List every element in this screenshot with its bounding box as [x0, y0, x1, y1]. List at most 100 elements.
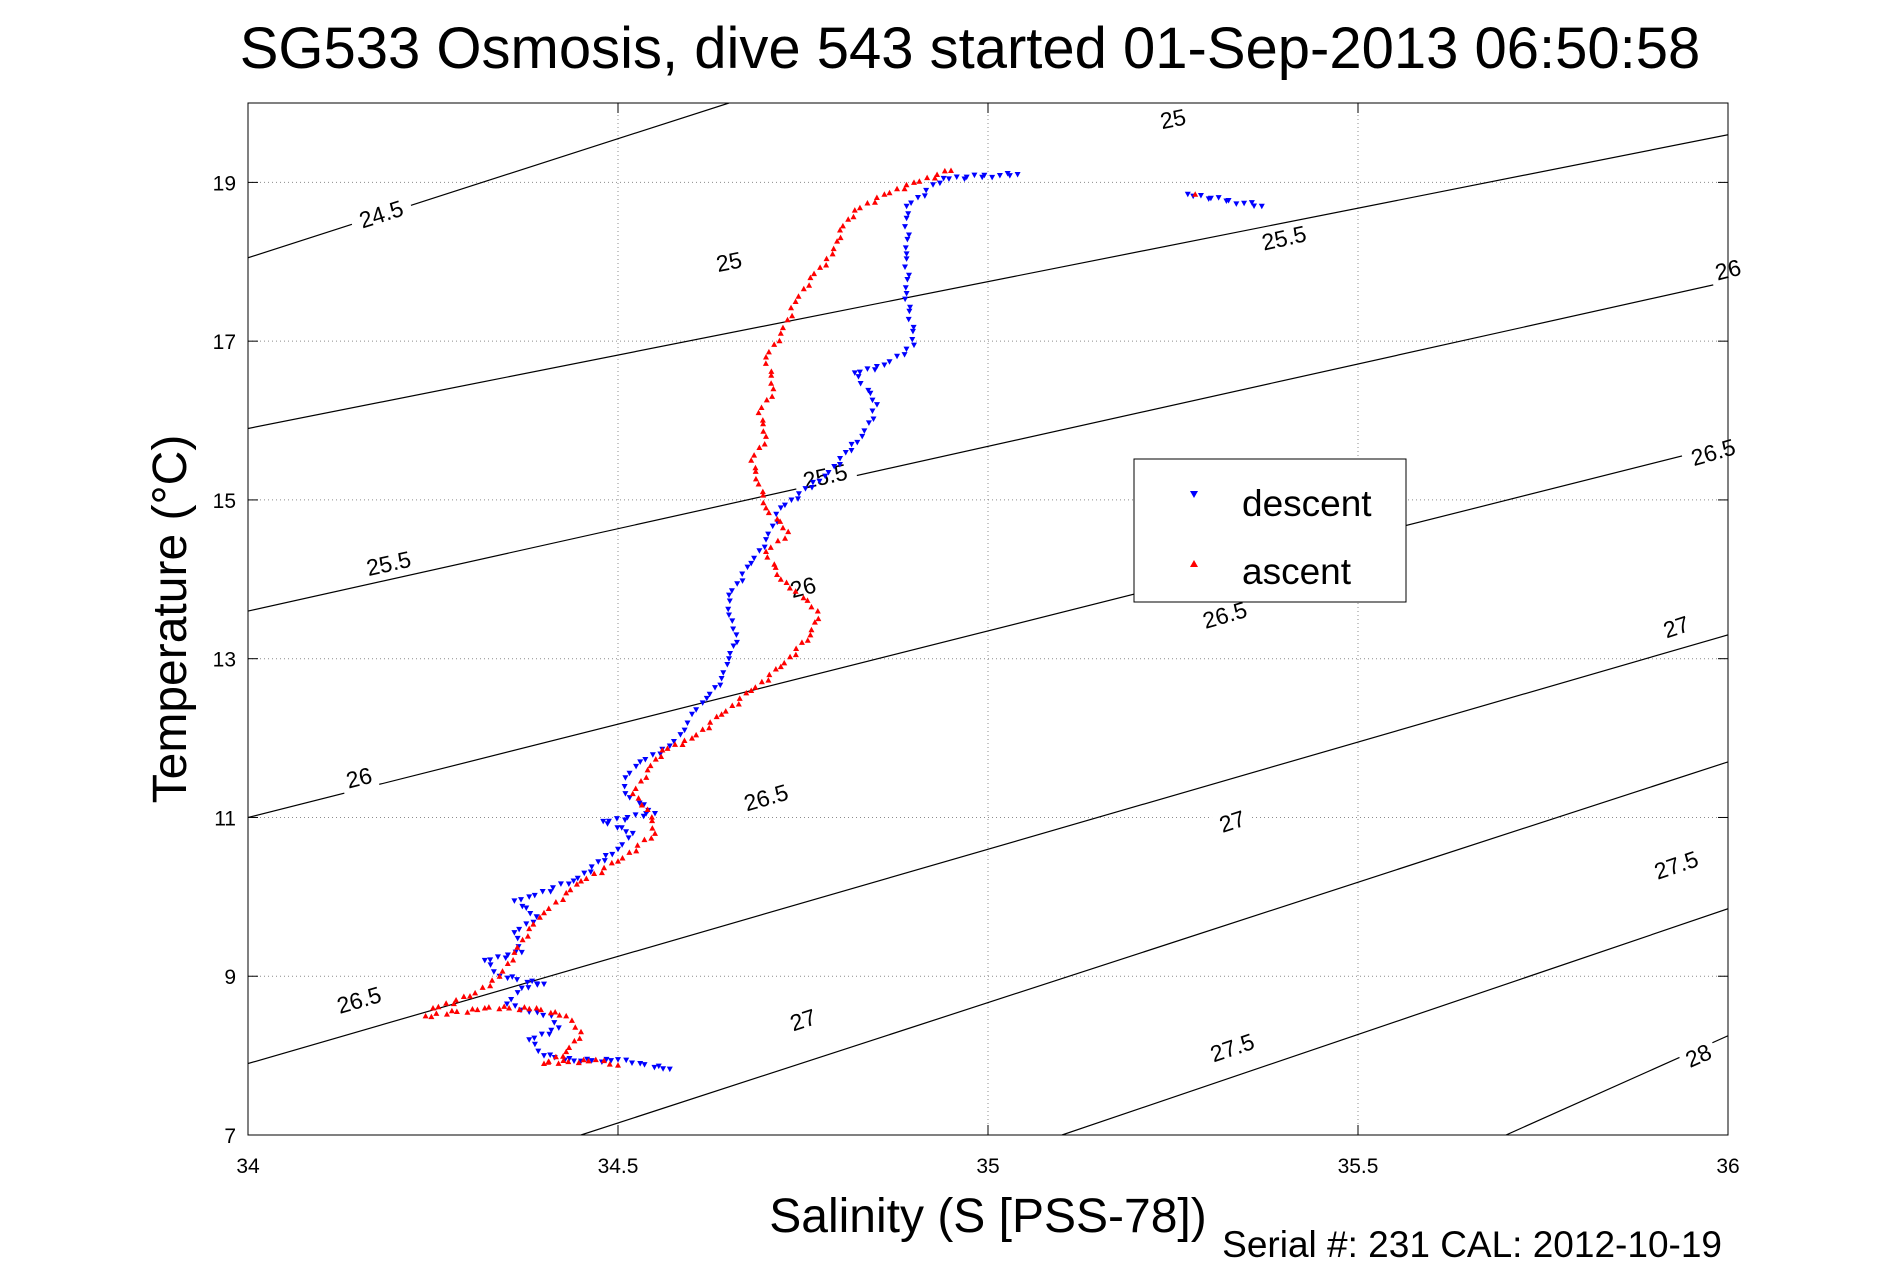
ascent-point [537, 1006, 544, 1013]
ascent-point [545, 905, 552, 912]
descent-point [643, 811, 650, 817]
isopycnal-label-bg [1198, 1025, 1266, 1070]
ascent-point [948, 167, 954, 173]
isopycnal-label-bg [782, 570, 824, 605]
descent-point [651, 1064, 658, 1071]
x-tick-label: 35.5 [1338, 1155, 1379, 1178]
descent-point [904, 236, 911, 243]
descent-point [601, 858, 608, 864]
ascent-point [552, 1053, 559, 1060]
ascent-point [871, 199, 878, 205]
descent-point [587, 869, 594, 875]
descent-point [733, 639, 740, 646]
descent-point [911, 342, 917, 349]
ascent-point [679, 741, 686, 747]
descent-point [529, 978, 536, 985]
descent-point [724, 662, 731, 668]
ascent-point [643, 774, 650, 780]
descent-point [729, 618, 736, 624]
ascent-point [763, 433, 769, 439]
isopycnal-label-bg [1152, 102, 1194, 136]
ascent-point [601, 864, 608, 871]
ascent-point [504, 960, 511, 967]
ascent-point [560, 896, 567, 902]
descent-point [1215, 195, 1222, 201]
descent-point [706, 691, 713, 698]
descent-point [907, 304, 914, 311]
ascent-point [626, 849, 633, 855]
ascent-point [804, 597, 811, 603]
ascent-point [547, 1009, 554, 1016]
descent-point [548, 1027, 555, 1034]
descent-point [726, 598, 733, 604]
descent-point [623, 1057, 630, 1064]
ascent-point [881, 191, 888, 197]
descent-point [1233, 201, 1240, 207]
descent-point [739, 571, 746, 578]
descent-point [633, 763, 640, 770]
descent-point [733, 632, 740, 638]
descent-point [509, 974, 516, 980]
ascent-point [834, 238, 841, 244]
ascent-point [783, 579, 790, 585]
ascent-point [652, 756, 659, 762]
ascent-point [469, 1005, 476, 1012]
descent-point [541, 981, 547, 988]
descent-point [570, 878, 577, 884]
ascent-point [814, 608, 821, 614]
descent-point [689, 711, 695, 718]
ascent-point [771, 341, 778, 347]
ascent-point [752, 468, 759, 474]
descent-point [538, 1031, 545, 1038]
isopycnal-label-group: 25.5 [1250, 218, 1318, 258]
isopycnal-label-bg [1250, 218, 1318, 258]
ascent-point [765, 348, 772, 355]
descent-point [614, 825, 621, 831]
descent-point [512, 1003, 519, 1009]
descent-point [523, 921, 530, 927]
descent-point [1258, 203, 1265, 210]
axis-ticks: 34 34.5 35 35.5 36 7 9 11 13 15 17 19 [213, 103, 1740, 1178]
ascent-point [516, 1006, 523, 1013]
ascent-point [496, 1005, 503, 1012]
ascent-point [755, 481, 762, 487]
ascent-point [489, 977, 496, 983]
ascent-point [592, 1056, 599, 1063]
ascent-point [552, 1008, 559, 1015]
ascent-point [632, 785, 639, 791]
descent-point [504, 1001, 510, 1008]
descent-point [547, 1052, 554, 1058]
descent-point [981, 172, 988, 179]
ascent-point [748, 457, 755, 463]
descent-point [613, 816, 620, 822]
descent-point [547, 889, 554, 895]
ascent-point [764, 554, 771, 560]
descent-point [533, 981, 540, 987]
descent-point [626, 795, 633, 801]
descent-point [1207, 195, 1214, 202]
descent-point [903, 215, 910, 222]
ascent-point [808, 603, 815, 610]
ascent-point [758, 404, 765, 410]
ascent-point [850, 213, 857, 220]
ascent-point [545, 1058, 552, 1064]
ascent-point [767, 544, 774, 550]
ascent-point [768, 380, 775, 386]
ascent-point [770, 385, 777, 392]
descent-point [546, 1031, 553, 1038]
ascent-point [777, 330, 784, 336]
y-tick-label: 7 [224, 1125, 236, 1148]
ascent-point [647, 762, 654, 769]
ascent-point [591, 870, 598, 877]
ascent-point [573, 881, 580, 887]
descent-point [910, 324, 917, 331]
descent-point [809, 479, 816, 486]
descent-point [726, 612, 732, 619]
ascent-point [758, 678, 765, 685]
ascent-point [752, 464, 759, 471]
ascent-point [615, 1062, 621, 1068]
ascent-point [774, 515, 781, 522]
descent-point [802, 486, 809, 492]
descent-point [718, 676, 725, 682]
descent-point [608, 1058, 615, 1064]
